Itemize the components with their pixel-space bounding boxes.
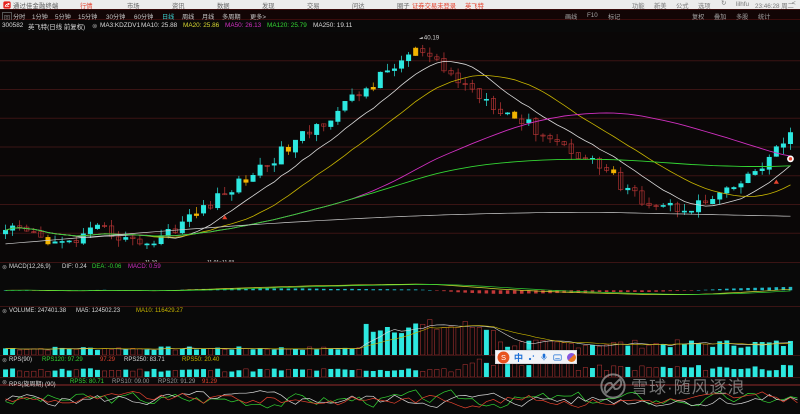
svg-text:40.19: 40.19 [424, 34, 440, 41]
svg-text:S: S [501, 353, 506, 362]
